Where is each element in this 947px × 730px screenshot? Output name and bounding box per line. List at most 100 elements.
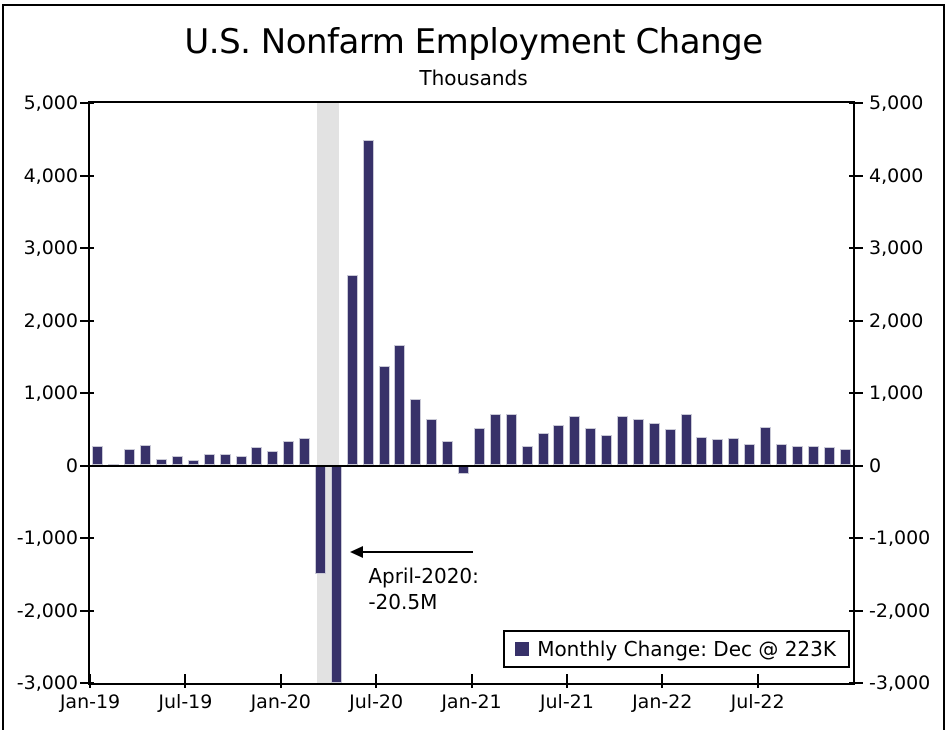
legend-swatch-icon: [515, 642, 530, 656]
y-tick-right: [849, 319, 863, 322]
x-axis-label: Jan-21: [441, 691, 502, 713]
zero-axis-line: [90, 464, 853, 467]
y-axis-label-left: -2,000: [16, 599, 78, 622]
y-tick-left: [80, 102, 94, 104]
x-axis-label: Jul-20: [349, 691, 404, 713]
y-tick-left: [80, 609, 94, 612]
arrow-left-icon: [350, 546, 364, 558]
y-tick-left: [80, 174, 94, 177]
y-tick-left: [80, 319, 94, 322]
chart-outer-frame: U.S. Nonfarm Employment Change Thousands…: [2, 4, 945, 730]
bar-Dec-19: [267, 451, 279, 466]
bar-Mar-22: [696, 436, 708, 466]
bar-Jun-21: [553, 425, 565, 466]
bar-Mar-20: [314, 465, 326, 575]
y-axis-label-left: 3,000: [23, 237, 78, 259]
bar-Feb-20: [299, 437, 311, 466]
x-tick: [279, 674, 282, 688]
bar-Jun-20: [362, 139, 374, 466]
x-tick: [661, 674, 664, 688]
y-axis-label-left: 4,000: [23, 164, 78, 187]
bar-Jul-20: [378, 365, 390, 466]
y-axis-label-left: -1,000: [16, 527, 78, 549]
y-axis-label-right: -1,000: [869, 527, 931, 549]
plot-area: Monthly Change: Dec @ 223K April-2020: -…: [17, 92, 931, 713]
x-tick: [184, 674, 187, 688]
y-axis-label-right: 4,000: [869, 164, 924, 187]
y-axis-label-right: 3,000: [869, 237, 924, 259]
bar-Feb-21: [489, 414, 501, 466]
bar-Dec-20: [458, 465, 470, 474]
bar-Nov-19: [251, 446, 263, 466]
annotation-april-2020: April-2020: -20.5M: [368, 563, 479, 615]
bar-Nov-21: [632, 418, 644, 466]
bar-Oct-21: [617, 416, 628, 466]
bar-Sep-22: [791, 445, 803, 466]
x-tick: [375, 674, 378, 688]
x-tick: [89, 674, 91, 688]
y-axis-label-right: 1,000: [869, 382, 924, 404]
bar-Jun-22: [744, 444, 756, 466]
y-axis-label-right: 2,000: [869, 309, 924, 332]
y-axis-label-left: 5,000: [23, 92, 78, 114]
y-tick-right: [849, 609, 863, 612]
legend: Monthly Change: Dec @ 223K: [503, 630, 850, 668]
y-tick-left: [80, 537, 94, 539]
x-axis-label: Jan-19: [59, 691, 121, 713]
bar-Jan-19: [92, 445, 104, 466]
bar-Aug-21: [585, 428, 597, 466]
y-axis-label-right: 0: [869, 454, 882, 477]
bar-Mar-19: [124, 449, 136, 466]
bar-May-22: [728, 437, 740, 466]
bar-Jan-22: [664, 428, 676, 466]
x-axis-label: Jan-22: [632, 691, 693, 713]
bar-Sep-21: [601, 434, 613, 466]
bar-Apr-22: [712, 438, 724, 466]
bar-Jul-21: [569, 415, 581, 466]
y-axis-label-left: 0: [65, 454, 78, 477]
bar-Dec-21: [648, 422, 660, 466]
bar-Feb-22: [680, 413, 692, 466]
bar-Mar-21: [505, 414, 517, 466]
x-tick: [756, 674, 759, 688]
y-axis-label-left: -3,000: [16, 672, 78, 694]
bar-Aug-22: [775, 444, 787, 466]
bar-Oct-20: [426, 418, 438, 466]
x-tick: [470, 674, 473, 688]
bar-Oct-22: [807, 446, 819, 466]
x-axis-label: Jul-22: [730, 691, 785, 713]
y-axis-label-left: 1,000: [23, 382, 78, 404]
y-tick-right: [849, 464, 863, 467]
annotation-line-1: April-2020:: [368, 564, 479, 588]
y-tick-left: [80, 464, 94, 467]
y-tick-right: [849, 537, 863, 539]
bar-Jan-20: [283, 440, 295, 466]
y-axis-label-right: 5,000: [869, 92, 924, 114]
bar-Aug-20: [394, 344, 406, 466]
bar-Apr-20: [330, 465, 342, 683]
annotation-line-2: -20.5M: [368, 590, 438, 614]
chart-title: U.S. Nonfarm Employment Change: [184, 22, 763, 62]
bar-Jul-22: [760, 426, 772, 466]
y-axis-label-left: 2,000: [23, 309, 78, 332]
bar-Sep-20: [410, 398, 422, 466]
x-axis-label: Jan-20: [250, 691, 311, 713]
legend-label: Monthly Change: Dec @ 223K: [537, 637, 836, 661]
y-tick-left: [80, 682, 94, 684]
bar-May-20: [346, 274, 358, 466]
y-tick-right: [849, 682, 863, 684]
y-tick-left: [80, 247, 94, 249]
y-axis-label-right: -3,000: [869, 672, 931, 694]
y-tick-left: [80, 392, 94, 394]
bar-Nov-22: [823, 446, 835, 466]
y-tick-right: [849, 392, 863, 394]
bar-Apr-19: [140, 445, 152, 466]
y-tick-right: [849, 102, 863, 104]
annotation-arrow-shaft: [361, 551, 474, 553]
bar-Jan-21: [473, 427, 485, 466]
x-axis-label: Jul-19: [158, 691, 213, 713]
bar-Dec-22: [839, 449, 851, 466]
bar-May-21: [537, 433, 549, 466]
bar-Nov-20: [442, 441, 454, 466]
chart-subtitle: Thousands: [419, 66, 528, 90]
